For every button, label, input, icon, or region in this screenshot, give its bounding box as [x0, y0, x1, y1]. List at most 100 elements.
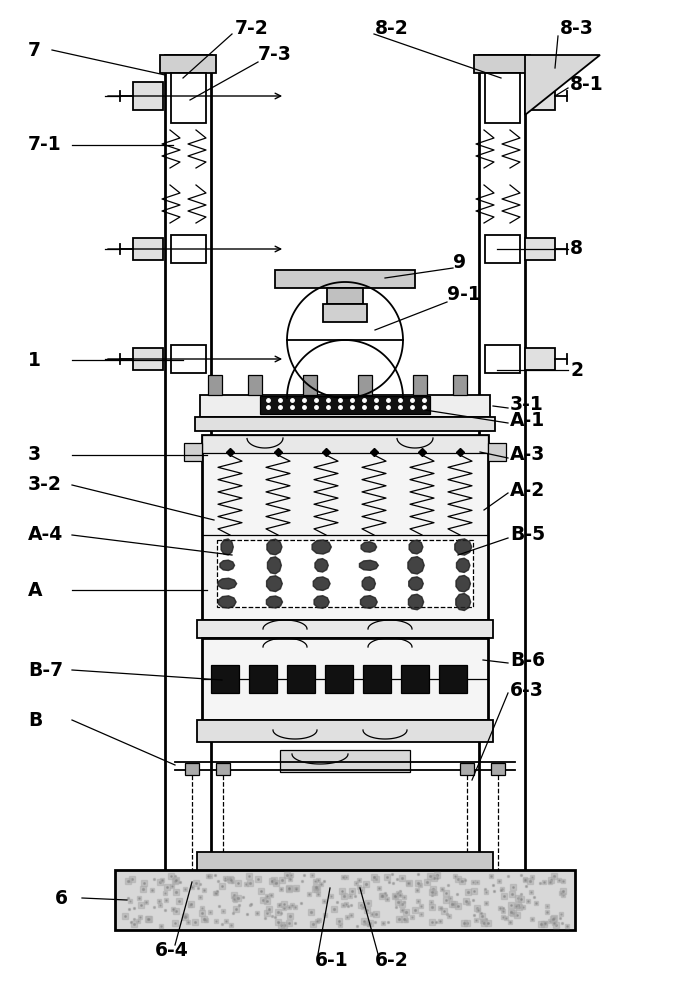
Bar	[488, 443, 506, 461]
Polygon shape	[362, 577, 375, 591]
Bar	[160, 55, 216, 73]
Bar	[525, 348, 555, 370]
Polygon shape	[525, 55, 600, 115]
Polygon shape	[315, 559, 328, 572]
Polygon shape	[267, 539, 282, 555]
Text: 7: 7	[28, 40, 41, 60]
Bar	[202, 435, 488, 453]
Polygon shape	[408, 577, 423, 590]
Bar	[303, 375, 317, 395]
Text: 6-1: 6-1	[315, 950, 348, 970]
Bar	[185, 763, 199, 775]
Bar	[171, 73, 206, 123]
Bar	[185, 870, 199, 882]
Text: 6-3: 6-3	[510, 680, 544, 700]
Bar	[525, 82, 555, 110]
Bar	[323, 304, 367, 322]
Bar	[197, 720, 493, 742]
Polygon shape	[312, 540, 331, 554]
Polygon shape	[220, 560, 235, 571]
Bar	[287, 665, 315, 693]
Bar	[216, 763, 230, 775]
Bar	[165, 55, 211, 910]
Text: 7-1: 7-1	[28, 135, 61, 154]
Text: 8-2: 8-2	[375, 18, 408, 37]
Bar	[171, 345, 206, 373]
Bar	[275, 270, 415, 288]
Text: B-6: B-6	[510, 650, 545, 670]
Bar	[202, 435, 488, 620]
Bar	[200, 395, 490, 417]
Text: 6-2: 6-2	[375, 950, 408, 970]
Bar	[485, 235, 520, 263]
Bar	[485, 73, 520, 123]
Bar	[260, 396, 430, 414]
Bar	[401, 665, 429, 693]
Polygon shape	[408, 557, 424, 574]
Polygon shape	[360, 596, 377, 608]
Text: A-1: A-1	[510, 410, 545, 430]
Bar	[327, 288, 363, 304]
Bar	[439, 665, 467, 693]
Polygon shape	[409, 540, 423, 554]
Bar	[491, 870, 505, 882]
Text: B-7: B-7	[28, 660, 63, 680]
Text: B: B	[28, 710, 42, 730]
Text: 3: 3	[28, 446, 41, 464]
Bar	[216, 870, 230, 882]
Polygon shape	[266, 596, 282, 608]
Bar	[460, 870, 474, 882]
Polygon shape	[268, 557, 282, 574]
Polygon shape	[266, 576, 282, 592]
Bar	[491, 763, 505, 775]
Bar	[363, 665, 391, 693]
Text: 6: 6	[55, 888, 68, 908]
Bar	[249, 665, 277, 693]
Bar	[195, 417, 495, 431]
Polygon shape	[456, 594, 471, 610]
Bar	[453, 375, 467, 395]
Polygon shape	[408, 594, 424, 610]
Text: 8-1: 8-1	[570, 76, 604, 95]
Bar	[184, 443, 202, 461]
Text: 9: 9	[453, 252, 466, 271]
Polygon shape	[314, 596, 329, 608]
Bar	[197, 620, 493, 638]
Text: 9-1: 9-1	[447, 286, 481, 304]
Polygon shape	[361, 542, 377, 552]
Bar	[171, 235, 206, 263]
Text: 1: 1	[28, 351, 41, 369]
Bar	[485, 345, 520, 373]
Polygon shape	[455, 539, 472, 555]
Bar	[133, 82, 163, 110]
Bar	[358, 375, 372, 395]
Text: 7-3: 7-3	[258, 45, 292, 64]
Polygon shape	[359, 560, 378, 570]
Text: 3-1: 3-1	[510, 395, 544, 414]
Bar	[197, 852, 493, 870]
Text: B-5: B-5	[510, 526, 545, 544]
Bar	[208, 375, 222, 395]
Text: 7-2: 7-2	[235, 18, 268, 37]
Polygon shape	[457, 558, 470, 572]
Text: 6-4: 6-4	[155, 940, 189, 960]
Polygon shape	[456, 575, 471, 592]
Text: 3-2: 3-2	[28, 476, 62, 494]
Bar	[479, 55, 525, 910]
Bar	[133, 348, 163, 370]
Bar	[525, 238, 555, 260]
Bar	[413, 375, 427, 395]
Polygon shape	[219, 596, 236, 608]
Polygon shape	[218, 578, 237, 589]
Polygon shape	[221, 539, 233, 555]
Text: A-4: A-4	[28, 526, 63, 544]
Text: A-3: A-3	[510, 446, 545, 464]
Bar	[280, 750, 410, 772]
Bar	[133, 238, 163, 260]
Bar	[474, 55, 530, 73]
Bar	[217, 540, 473, 607]
Text: A: A	[28, 580, 43, 599]
Bar	[248, 375, 262, 395]
Polygon shape	[313, 577, 330, 590]
Text: A-2: A-2	[510, 481, 545, 499]
